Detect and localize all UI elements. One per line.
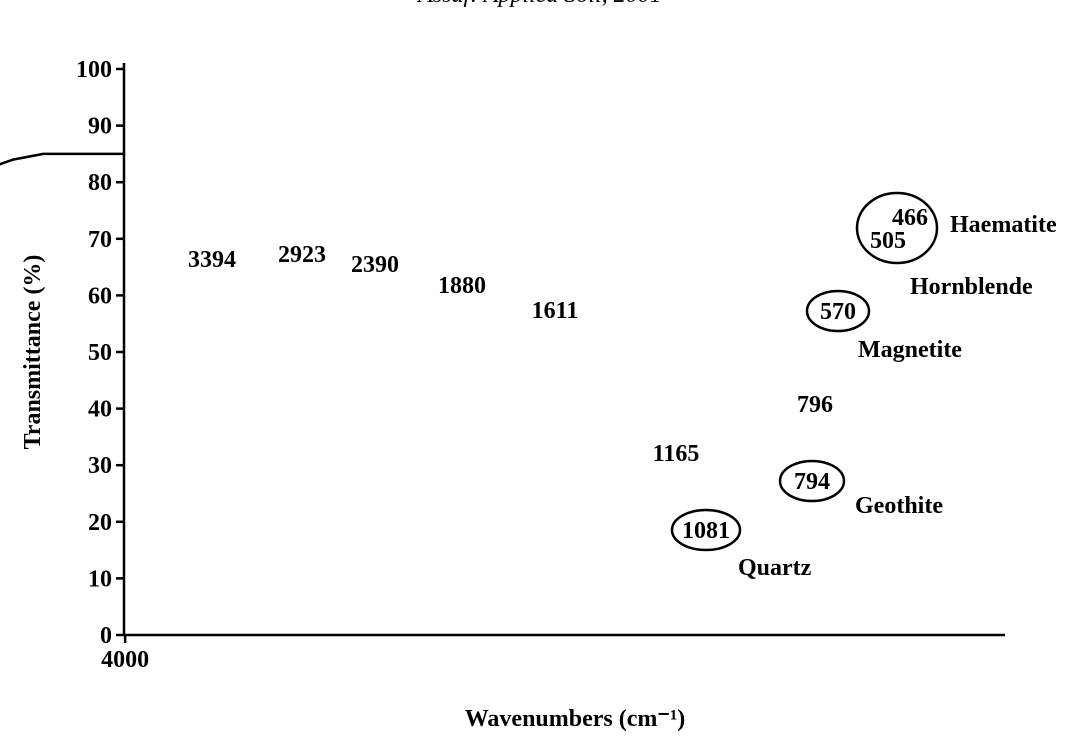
y-tick-label: 10 bbox=[88, 566, 112, 592]
peak-label-570: 570 bbox=[820, 299, 856, 325]
y-tick-label: 50 bbox=[88, 340, 112, 366]
y-tick-label: 40 bbox=[88, 397, 112, 423]
mineral-label-haematite: Haematite bbox=[950, 212, 1057, 238]
mineral-label-geothite: Geothite bbox=[855, 493, 943, 519]
y-tick-label: 90 bbox=[88, 114, 112, 140]
y-tick-label: 30 bbox=[88, 453, 112, 479]
peak-label-794: 794 bbox=[794, 469, 830, 495]
axes: 0102030405060708090100400030002000150010… bbox=[76, 57, 1005, 673]
peak-label-1081: 1081 bbox=[682, 518, 730, 544]
y-tick-label: 100 bbox=[76, 57, 112, 83]
peak-label-1165: 1165 bbox=[653, 441, 700, 467]
peak-label-2923: 2923 bbox=[278, 242, 326, 268]
peak-circle-794 bbox=[778, 459, 846, 503]
x-tick-label: 4000 bbox=[101, 647, 149, 673]
y-tick-label: 80 bbox=[88, 170, 112, 196]
mineral-label-magnetite: Magnetite bbox=[858, 337, 962, 363]
y-tick-label: 0 bbox=[100, 623, 112, 649]
peak-label-466: 466 bbox=[892, 205, 928, 231]
caption: Assaf: Applied Soil, 2001 bbox=[416, 0, 662, 8]
peak-label-1611: 1611 bbox=[532, 298, 579, 324]
peak-label-796: 796 bbox=[797, 392, 833, 418]
mineral-label-quartz: Quartz bbox=[738, 555, 812, 581]
peak-label-505: 505 bbox=[870, 228, 906, 254]
peak-label-1880: 1880 bbox=[438, 273, 486, 299]
y-tick-label: 20 bbox=[88, 510, 112, 536]
peak-circle-570 bbox=[805, 289, 871, 333]
y-tick-label: 60 bbox=[88, 283, 112, 309]
peak-label-2390: 2390 bbox=[351, 252, 399, 278]
mineral-label-hornblende: Hornblende bbox=[910, 274, 1033, 300]
y-tick-label: 70 bbox=[88, 227, 112, 253]
plot-area: 3394 2923 2390 1880 1611 1165 1081 Quartz 796 794… bbox=[0, 152, 1057, 581]
y-axis-label: Transmittance (%) bbox=[20, 255, 46, 450]
peak-circle-505 bbox=[855, 191, 939, 265]
x-axis-label: Wavenumbers (cm⁻¹) bbox=[465, 706, 686, 732]
peak-circle-1081 bbox=[670, 508, 742, 552]
peak-label-3394: 3394 bbox=[188, 247, 236, 273]
